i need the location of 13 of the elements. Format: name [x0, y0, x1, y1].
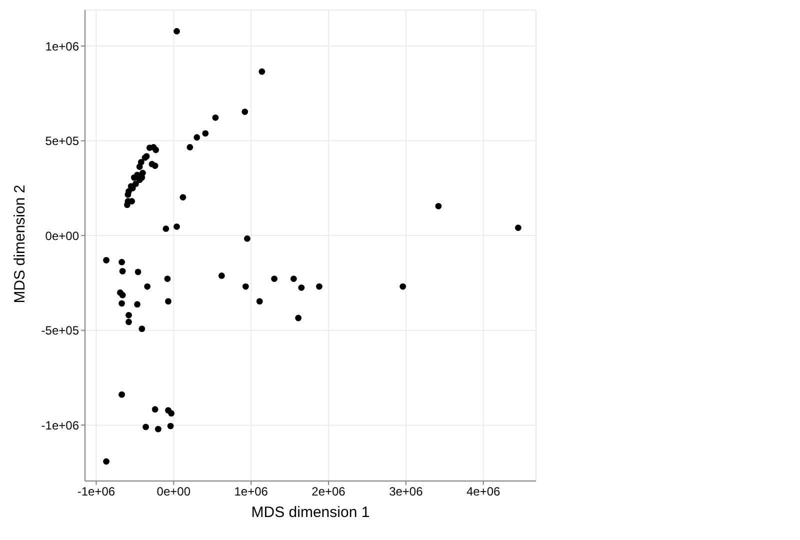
x-tick-label: 3e+06 — [389, 484, 424, 499]
y-axis-title: MDS dimension 2 — [12, 184, 28, 304]
x-tick-label: 2e+06 — [312, 484, 346, 499]
x-tick-label: 1e+06 — [234, 484, 268, 499]
x-tick-label: 0e+00 — [156, 484, 191, 499]
y-tick-label: 0e+00 — [45, 228, 80, 243]
x-axis-title: MDS dimension 1 — [251, 504, 370, 521]
y-tick-label: 1e+06 — [45, 39, 80, 54]
x-tick-label: 4e+06 — [466, 484, 501, 499]
y-tick-label: -5e+05 — [41, 324, 80, 338]
y-tick-label: 5e+05 — [45, 134, 80, 148]
y-tick-label: -1e+06 — [41, 418, 80, 432]
x-tick-label: -1e+06 — [77, 484, 116, 499]
